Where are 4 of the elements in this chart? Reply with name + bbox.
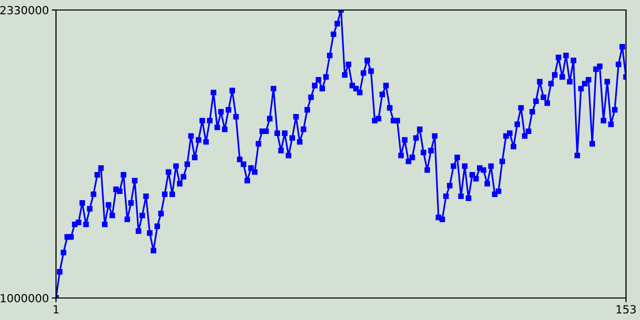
y-tick-label: 2330000: [0, 6, 48, 14]
x-tick-label: 153: [616, 305, 636, 314]
x-tick-label: 1: [54, 305, 59, 314]
y-tick-label: 1000000: [0, 294, 48, 302]
